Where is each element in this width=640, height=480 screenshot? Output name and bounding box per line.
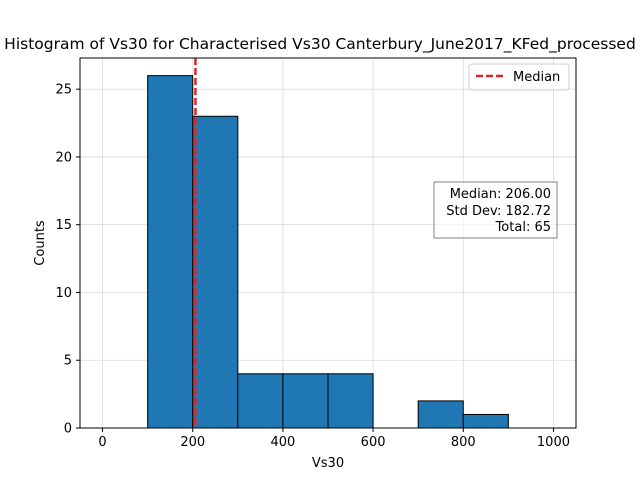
chart-title: Histogram of Vs30 for Characterised Vs30…: [4, 35, 636, 54]
y-axis-label: Counts: [33, 220, 48, 266]
histogram-bar: [417, 400, 464, 429]
x-tick-label: 0: [98, 435, 106, 450]
histogram-bar: [462, 413, 509, 429]
legend-box: [468, 63, 570, 91]
histogram-bar: [327, 373, 374, 429]
y-axis-ticks: 0 5 10 15 20 25: [55, 83, 80, 437]
y-tick-label: 0: [64, 422, 72, 437]
x-axis-ticks: 0 200 400 600 800 1000: [98, 428, 570, 450]
histogram-bars: [147, 75, 509, 429]
stats-total: Total: 65: [495, 220, 551, 235]
stats-std-dev: Std Dev: 182.72: [446, 204, 551, 219]
x-tick-label: 600: [361, 435, 386, 450]
histogram-bar: [147, 75, 194, 429]
stats-box-frame: [433, 181, 558, 239]
x-tick-label: 1000: [537, 435, 570, 450]
legend: Median: [468, 63, 570, 91]
histogram-bar: [282, 373, 329, 429]
stats-median: Median: 206.00: [450, 187, 551, 202]
y-tick-label: 25: [55, 83, 72, 98]
stats-box: Median: 206.00 Std Dev: 182.72 Total: 65: [433, 181, 558, 239]
y-tick-label: 20: [55, 150, 72, 165]
y-tick-label: 5: [64, 354, 72, 369]
y-tick-label: 10: [55, 286, 72, 301]
x-tick-label: 400: [270, 435, 295, 450]
legend-median-label: Median: [513, 70, 560, 85]
plot-frame: [79, 57, 577, 429]
x-tick-label: 200: [180, 435, 205, 450]
histogram-bar: [237, 373, 284, 429]
histogram-bar: [192, 115, 239, 429]
x-tick-label: 800: [451, 435, 476, 450]
y-tick-label: 15: [55, 218, 72, 233]
x-axis-label: Vs30: [312, 456, 344, 471]
